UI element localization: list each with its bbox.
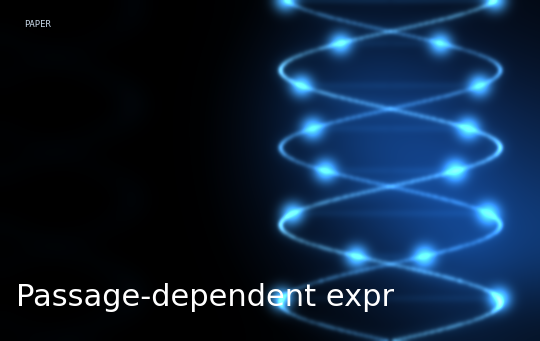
- Text: Passage-dependent expr: Passage-dependent expr: [16, 283, 394, 312]
- Text: PAPER: PAPER: [24, 20, 51, 29]
